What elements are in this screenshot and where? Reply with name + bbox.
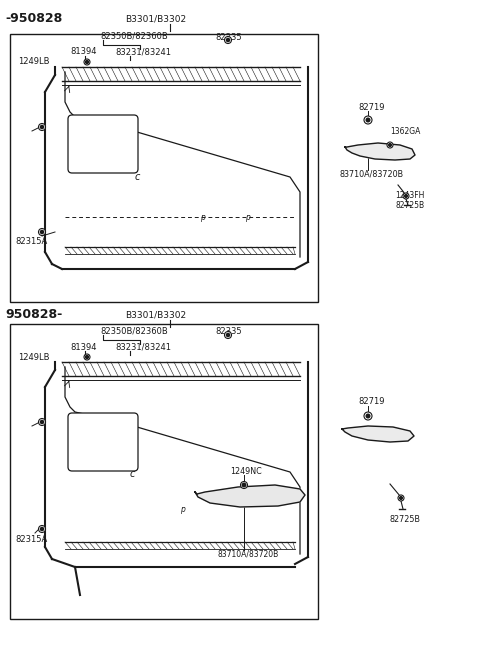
Text: 83710A/83720B: 83710A/83720B: [218, 549, 279, 558]
Text: 1249LB: 1249LB: [18, 57, 49, 66]
Text: 1243FH: 1243FH: [395, 191, 424, 200]
Circle shape: [403, 193, 409, 199]
Circle shape: [85, 60, 88, 64]
Text: 82315A: 82315A: [15, 535, 47, 543]
Circle shape: [38, 526, 46, 533]
Circle shape: [398, 495, 404, 501]
Circle shape: [389, 144, 391, 147]
Polygon shape: [342, 426, 414, 442]
Text: 82719: 82719: [358, 102, 384, 112]
Circle shape: [40, 420, 44, 424]
Text: 82350B/82360B: 82350B/82360B: [100, 327, 168, 336]
Circle shape: [40, 231, 44, 234]
Text: p: p: [245, 212, 250, 221]
Circle shape: [225, 332, 231, 338]
Circle shape: [364, 412, 372, 420]
Text: 82335: 82335: [215, 327, 241, 336]
Text: -950828: -950828: [5, 12, 62, 26]
Text: 83710A/83720B: 83710A/83720B: [340, 170, 404, 179]
Text: 1249NC: 1249NC: [230, 468, 262, 476]
Text: p: p: [180, 505, 185, 514]
Text: 83231/83241: 83231/83241: [115, 47, 171, 57]
Text: B3301/B3302: B3301/B3302: [125, 311, 186, 319]
Circle shape: [38, 124, 46, 131]
Bar: [10, 324, 318, 619]
Circle shape: [40, 125, 44, 129]
Text: c: c: [130, 469, 135, 479]
Circle shape: [227, 38, 229, 41]
Circle shape: [242, 484, 246, 487]
Text: 950828-: 950828-: [5, 309, 62, 321]
Circle shape: [38, 229, 46, 235]
Text: 83231/83241: 83231/83241: [115, 342, 171, 351]
Circle shape: [38, 419, 46, 426]
Text: 82315A: 82315A: [15, 237, 47, 246]
Circle shape: [387, 142, 393, 148]
Circle shape: [405, 194, 408, 197]
Circle shape: [366, 414, 370, 418]
Text: 82335: 82335: [215, 32, 241, 41]
Bar: [10, 34, 318, 302]
Text: 1362GA: 1362GA: [390, 127, 420, 137]
Circle shape: [84, 354, 90, 360]
Circle shape: [84, 59, 90, 65]
FancyBboxPatch shape: [68, 413, 138, 471]
Text: B3301/B3302: B3301/B3302: [125, 14, 186, 24]
Text: 81394: 81394: [70, 47, 96, 57]
Circle shape: [227, 333, 229, 336]
Text: 81394: 81394: [70, 342, 96, 351]
Circle shape: [366, 118, 370, 122]
Circle shape: [225, 37, 231, 43]
Circle shape: [240, 482, 248, 489]
Polygon shape: [195, 485, 305, 507]
Polygon shape: [345, 143, 415, 160]
Text: 82719: 82719: [358, 397, 384, 407]
Text: 82725B: 82725B: [395, 200, 424, 210]
Text: c: c: [135, 172, 140, 182]
Circle shape: [40, 528, 44, 531]
Text: p: p: [200, 212, 205, 221]
Circle shape: [400, 497, 402, 499]
FancyBboxPatch shape: [68, 115, 138, 173]
Circle shape: [364, 116, 372, 124]
Text: 82350B/82360B: 82350B/82360B: [100, 32, 168, 41]
Circle shape: [85, 355, 88, 359]
Text: 82725B: 82725B: [390, 514, 421, 524]
Text: 1249LB: 1249LB: [18, 353, 49, 361]
